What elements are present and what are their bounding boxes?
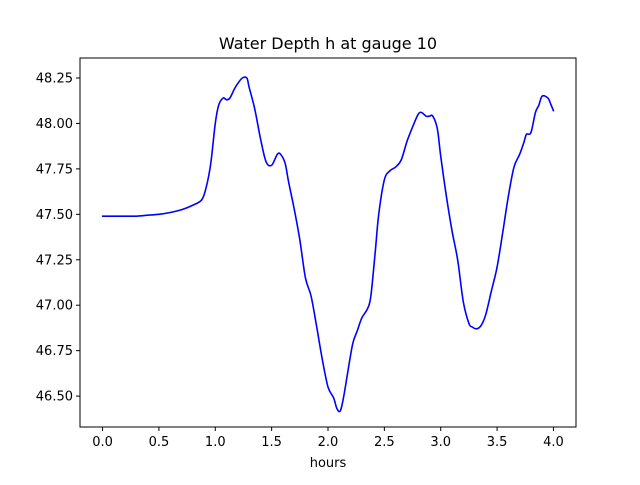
- x-tick-label: 1.5: [261, 435, 282, 450]
- series-line-0: [101, 76, 555, 413]
- x-tick-label: 0.0: [92, 435, 113, 450]
- y-tick-label: 46.75: [36, 344, 73, 359]
- x-tick-label: 4.0: [543, 435, 564, 450]
- y-tick-label: 48.00: [36, 117, 73, 132]
- x-tick-label: 2.0: [318, 435, 339, 450]
- x-tick-label: 3.0: [430, 435, 451, 450]
- y-tick-label: 47.75: [36, 162, 73, 177]
- y-tick-label: 47.50: [36, 208, 73, 223]
- x-tick-label: 0.5: [149, 435, 170, 450]
- x-tick-label: 1.0: [205, 435, 226, 450]
- y-tick-label: 48.25: [36, 71, 73, 86]
- x-tick-label: 3.5: [487, 435, 508, 450]
- x-tick-label: 2.5: [374, 435, 395, 450]
- chart-title: Water Depth h at gauge 10: [219, 34, 437, 53]
- y-tick-label: 47.25: [36, 253, 73, 268]
- y-tick-label: 47.00: [36, 299, 73, 314]
- y-tick-label: 46.50: [36, 390, 73, 405]
- x-axis-label: hours: [310, 456, 347, 471]
